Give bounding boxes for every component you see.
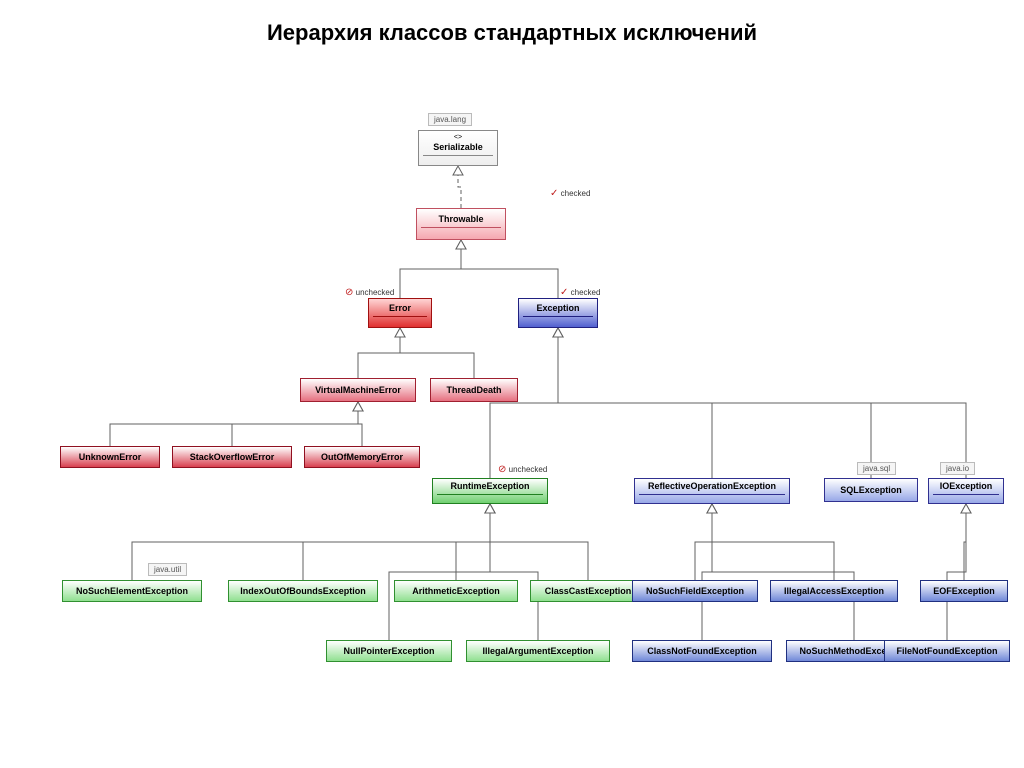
class-node-indexoob: IndexOutOfBoundsException [228,580,378,602]
class-node-runtime: RuntimeException [432,478,548,504]
class-node-illegalarg: IllegalArgumentException [466,640,610,662]
class-node-nosuchfield: NoSuchFieldException [632,580,758,602]
class-node-filenotfound: FileNotFoundException [884,640,1010,662]
class-node-arith: ArithmeticException [394,580,518,602]
class-node-classcast: ClassCastException [530,580,646,602]
class-node-oom: OutOfMemoryError [304,446,420,468]
class-node-unknownerr: UnknownError [60,446,160,468]
class-node-nullptr: NullPointerException [326,640,452,662]
class-node-ioexc: IOException [928,478,1004,504]
class-node-classnotfound: ClassNotFoundException [632,640,772,662]
class-node-nosuchelem: NoSuchElementException [62,580,202,602]
class-node-exception: Exception [518,298,598,328]
annotation-checked2: ✓ checked [560,287,600,298]
class-node-error: Error [368,298,432,328]
class-node-sqlexc: SQLException [824,478,918,502]
class-node-threaddeath: ThreadDeath [430,378,518,402]
class-node-vmerror: VirtualMachineError [300,378,416,402]
package-label-sql: java.sql [857,462,896,475]
class-node-reflective: ReflectiveOperationException [634,478,790,504]
package-label-io: java.io [940,462,975,475]
class-node-stackoverflow: StackOverflowError [172,446,292,468]
page-title: Иерархия классов стандартных исключений [0,20,1024,46]
class-node-eof: EOFException [920,580,1008,602]
annotation-unchecked2: ⊘ unchecked [498,464,547,475]
class-node-serializable: <>Serializable [418,130,498,166]
class-node-throwable: Throwable [416,208,506,240]
annotation-unchecked1: ⊘ unchecked [345,287,394,298]
annotation-checked1: ✓ checked [550,188,590,199]
class-node-illegalaccess: IllegalAccessException [770,580,898,602]
package-label-util: java.util [148,563,187,576]
package-label-lang: java.lang [428,113,472,126]
